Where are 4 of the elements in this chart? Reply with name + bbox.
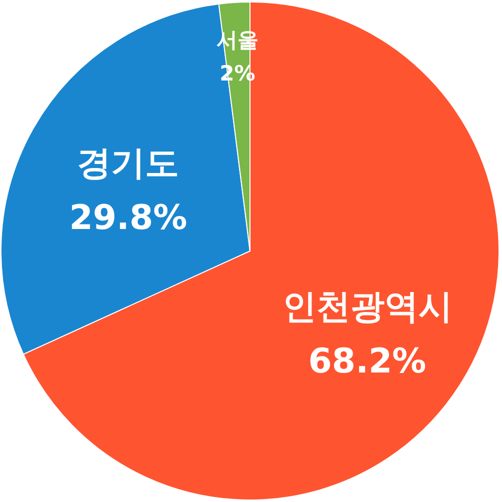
slice-label: 경기도	[77, 144, 180, 184]
slice-label: 인천광역시	[282, 286, 452, 327]
data-label: 68.2%	[308, 341, 426, 382]
data-label: 29.8%	[69, 198, 188, 238]
